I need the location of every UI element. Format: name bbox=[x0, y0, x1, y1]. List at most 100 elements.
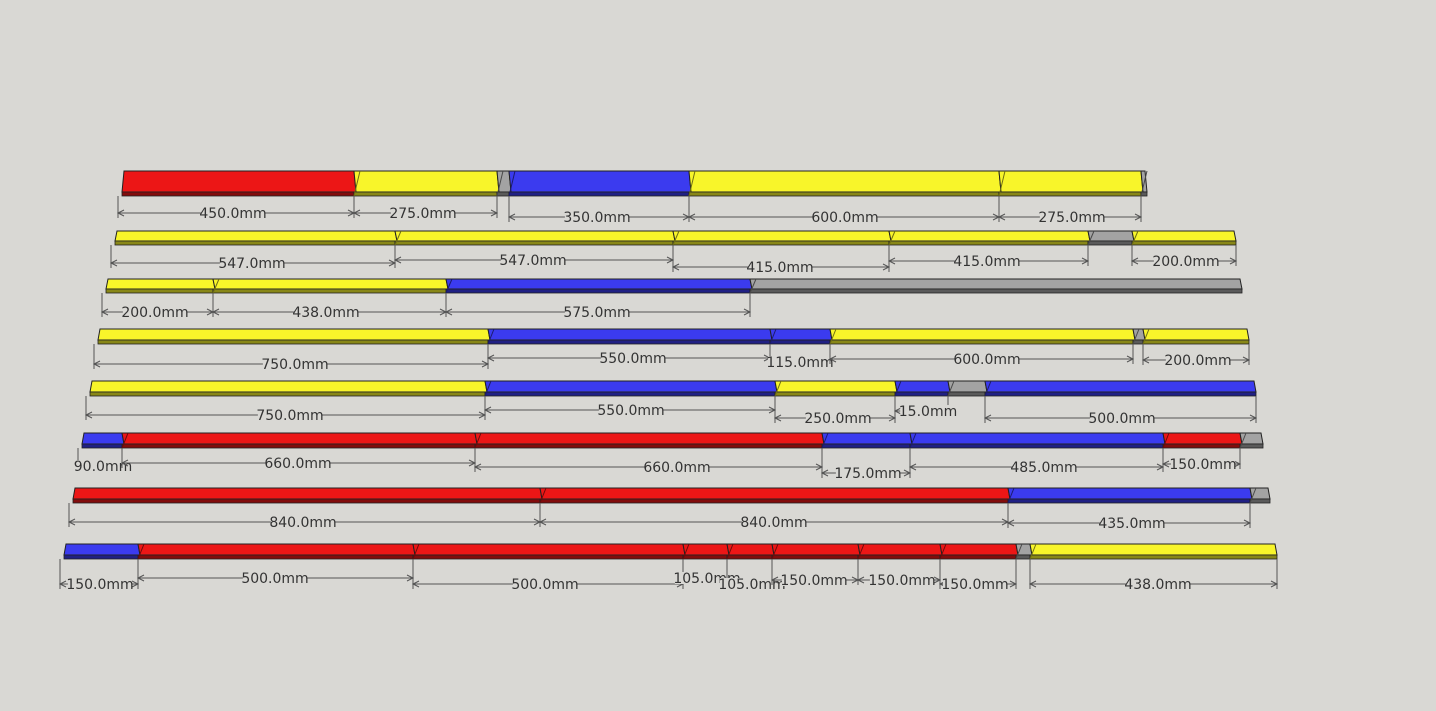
dimension-label: 438.0mm bbox=[292, 305, 359, 321]
dimension-arrowhead bbox=[743, 308, 752, 316]
dimension-arrowhead bbox=[84, 411, 93, 419]
bar-8-piece-2-edge bbox=[137, 554, 414, 560]
bar-6-piece-1-edge bbox=[81, 443, 123, 449]
bar-3-piece-1-yellow bbox=[105, 278, 216, 290]
dimension-label-bg bbox=[265, 457, 331, 469]
bar-5-piece-3-edge bbox=[774, 391, 896, 397]
dimension-label: 200.0mm bbox=[1152, 254, 1219, 270]
dimension-label: 575.0mm bbox=[563, 305, 630, 321]
dimension-label-bg bbox=[954, 255, 1020, 267]
bar-7-piece-1-red bbox=[72, 487, 543, 500]
dimension-label-bg bbox=[500, 254, 566, 266]
dimension-arrowhead bbox=[131, 580, 140, 588]
bar-5-piece-5-edge bbox=[947, 391, 986, 397]
miter-joint-line bbox=[121, 432, 129, 449]
dimension-label-bg bbox=[293, 306, 359, 318]
dimension-label-bg bbox=[122, 306, 188, 318]
bar-8-piece-10-edge bbox=[1029, 554, 1278, 560]
bar-3 bbox=[105, 278, 1243, 294]
dimension-arrowhead bbox=[352, 209, 361, 217]
bar-6-piece-4-edge bbox=[821, 443, 911, 449]
bar-5-piece-6-edge bbox=[984, 391, 1257, 397]
bar-4-piece-4-yellow bbox=[829, 328, 1136, 341]
dimension-arrowhead bbox=[100, 308, 109, 316]
dimension-label-bg bbox=[1153, 255, 1219, 267]
bar-1-piece-5-edge bbox=[688, 191, 1000, 197]
bar-8-piece-6-edge bbox=[771, 554, 859, 560]
dimension-label: 150.0mm bbox=[780, 573, 847, 589]
dimension-label-bg bbox=[200, 207, 266, 219]
miter-joint-line bbox=[984, 380, 992, 397]
miter-joint-line bbox=[1029, 543, 1037, 560]
dimension-arrowhead bbox=[856, 576, 865, 584]
miter-joint-line bbox=[496, 170, 504, 197]
dimension-label: 250.0mm bbox=[804, 411, 871, 427]
bar-8-piece-3-red bbox=[412, 543, 686, 556]
bar-8-piece-7-red bbox=[857, 543, 943, 556]
bar-2-piece-6-yellow bbox=[1131, 230, 1237, 242]
dimension-arrowhead bbox=[393, 256, 402, 264]
dimension-arrowhead bbox=[538, 518, 547, 526]
miter-joint-line bbox=[1249, 487, 1257, 504]
bar-2-piece-6-edge bbox=[1131, 240, 1237, 246]
miter-joint-line bbox=[1132, 328, 1140, 345]
dimension-label: 200.0mm bbox=[1164, 353, 1231, 369]
dimension-label-bg bbox=[512, 578, 578, 590]
dimension-arrowhead bbox=[997, 213, 1006, 221]
dimension-label-bg bbox=[390, 207, 456, 219]
bar-6-piece-4-blue bbox=[821, 432, 913, 445]
dimension-arrowhead bbox=[507, 213, 516, 221]
bar-7-piece-4-edge bbox=[1249, 498, 1271, 504]
dimension-arrowhead bbox=[1229, 257, 1238, 265]
miter-joint-line bbox=[998, 170, 1006, 197]
dimension-label: 500.0mm bbox=[241, 571, 308, 587]
miter-joint-line bbox=[1142, 328, 1150, 345]
dimension-label-bg bbox=[1011, 461, 1077, 473]
miter-joint-line bbox=[539, 487, 547, 504]
bar-5-piece-4-blue bbox=[894, 380, 951, 393]
bar-8-piece-2-red bbox=[137, 543, 416, 556]
miter-joint-line bbox=[445, 278, 453, 294]
miter-joint-line bbox=[508, 170, 516, 197]
dimension-label-bg bbox=[719, 578, 785, 590]
bar-7-piece-3-blue bbox=[1007, 487, 1253, 500]
dimension-label: 485.0mm bbox=[1010, 460, 1077, 476]
bar-1-piece-2-yellow bbox=[353, 170, 500, 193]
dimension-arrowhead bbox=[1009, 580, 1018, 588]
dimension-label: 840.0mm bbox=[740, 515, 807, 531]
bar-8-piece-4-edge bbox=[682, 554, 728, 560]
miter-joint-line bbox=[1087, 230, 1095, 246]
bar-4-piece-1-edge bbox=[97, 339, 489, 345]
bar-5-piece-2-blue bbox=[484, 380, 778, 393]
dimension-arrowhead bbox=[490, 209, 499, 217]
bar-8-piece-9-edge bbox=[1015, 554, 1031, 560]
dimension-label-bg bbox=[564, 306, 630, 318]
dimension-arrowhead bbox=[1028, 580, 1037, 588]
dimension-label: 660.0mm bbox=[264, 456, 331, 472]
dimension-label: 175.0mm bbox=[834, 466, 901, 482]
dimension-label: 415.0mm bbox=[953, 254, 1020, 270]
dimension-arrowhead bbox=[908, 463, 917, 471]
miter-joint-line bbox=[857, 543, 865, 560]
dimension-label: 150.0mm bbox=[868, 573, 935, 589]
miter-joint-line bbox=[1007, 487, 1015, 504]
bar-8-piece-1-blue bbox=[63, 543, 141, 556]
bar-5-piece-6-blue bbox=[984, 380, 1257, 393]
bar-2-piece-2-yellow bbox=[394, 230, 676, 242]
dimension-label: 150.0mm bbox=[66, 577, 133, 593]
dimension-label: 600.0mm bbox=[811, 210, 878, 226]
bar-6-piece-7-edge bbox=[1239, 443, 1264, 449]
bar-4-piece-6-edge bbox=[1142, 339, 1250, 345]
dimension-label-bg bbox=[747, 261, 813, 273]
miter-joint-line bbox=[769, 328, 777, 345]
dimension-label-bg bbox=[598, 404, 664, 416]
dimension-arrowhead bbox=[887, 257, 896, 265]
bar-3-piece-1-edge bbox=[105, 288, 214, 294]
bar-2-piece-3-yellow bbox=[672, 230, 892, 242]
bar-3-piece-4-grey bbox=[749, 278, 1243, 290]
bar-6-piece-3-edge bbox=[474, 443, 823, 449]
dimension-label: 415.0mm bbox=[746, 260, 813, 276]
dimension-arrowhead bbox=[1249, 414, 1258, 422]
bar-8-dimensions: 150.0mm 500.0mm 500.0mm 105.0mm105.0mm150.0… bbox=[58, 559, 1279, 593]
